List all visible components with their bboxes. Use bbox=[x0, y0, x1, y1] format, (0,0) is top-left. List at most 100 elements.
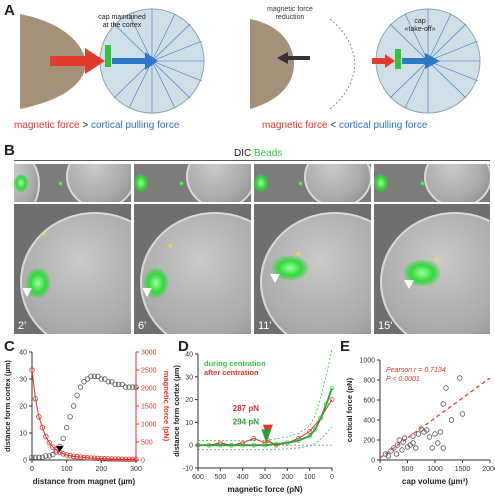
magnetic-force-point bbox=[102, 456, 108, 462]
panel-label-d: D bbox=[178, 338, 189, 355]
y-axis-label: cortical force (pN) bbox=[345, 377, 354, 442]
arrow-294 bbox=[261, 429, 272, 443]
y-tick-label: 10 bbox=[185, 420, 193, 427]
x-tick-label: 300 bbox=[259, 474, 271, 481]
panel-label-b: B bbox=[4, 142, 15, 159]
x-tick-label: 100 bbox=[61, 466, 73, 473]
y-tick-label: 600 bbox=[363, 398, 375, 405]
cortex-distance-point bbox=[81, 379, 87, 385]
y2-tick-label: 1000 bbox=[141, 422, 157, 429]
cortex-distance-point bbox=[84, 376, 91, 382]
x-tick-label: 2000 bbox=[482, 466, 495, 473]
y-tick-label: 30 bbox=[19, 377, 27, 384]
pearson-stat: Pearson r = 0.7134 bbox=[386, 367, 446, 374]
magnetic-force-point bbox=[46, 440, 53, 446]
x-tick-label: 200 bbox=[281, 474, 293, 481]
cortex-distance-point bbox=[88, 373, 94, 379]
after-centration-point bbox=[251, 436, 257, 441]
annotation-287: 287 pN bbox=[233, 404, 259, 413]
y2-tick-label: 500 bbox=[141, 440, 153, 447]
cortex-distance-point bbox=[43, 453, 49, 459]
x-tick-label: 1000 bbox=[427, 466, 443, 473]
data-point bbox=[440, 445, 446, 451]
panel-b-header: DIC Beads bbox=[234, 148, 283, 159]
x-axis-label: magnetic force (pN) bbox=[227, 485, 302, 494]
cortical-arrow-right bbox=[402, 53, 440, 69]
magnetic-force-point bbox=[105, 456, 111, 462]
data-point bbox=[410, 440, 416, 446]
panel-label-c: C bbox=[4, 338, 15, 355]
x-tick-label: 500 bbox=[402, 466, 414, 473]
data-point bbox=[415, 431, 422, 437]
cortex-distance-point bbox=[63, 424, 70, 431]
cap-arrowhead bbox=[404, 280, 414, 289]
data-point bbox=[448, 417, 455, 423]
centrosome-star: * bbox=[296, 249, 301, 263]
magnetic-force-point bbox=[39, 424, 46, 431]
reduction-arrow bbox=[277, 52, 310, 64]
during-centration-point bbox=[206, 442, 212, 448]
magnetic-force-point bbox=[50, 444, 56, 450]
magnetic-force-point bbox=[133, 456, 139, 463]
note-cap-takeoff: cap «take-off» bbox=[404, 18, 436, 33]
magnetic-force-point bbox=[77, 454, 84, 460]
during-centration-point bbox=[195, 442, 201, 448]
y-tick-label: 0 bbox=[371, 458, 375, 465]
magnetic-force-point bbox=[36, 414, 42, 420]
y-tick-label: -10 bbox=[183, 466, 193, 473]
data-point bbox=[399, 447, 405, 453]
cap-left bbox=[105, 45, 111, 67]
caption-a-left: magnetic force > cortical pulling force bbox=[14, 120, 180, 131]
frame-4: * 15' bbox=[374, 204, 490, 334]
y2-tick-label: 2000 bbox=[141, 386, 157, 393]
after-centration-point bbox=[307, 429, 313, 434]
cortex-distance-point bbox=[39, 454, 46, 460]
x-tick-label: 400 bbox=[237, 474, 249, 481]
magnetic-force-point bbox=[63, 452, 70, 458]
x-tick-label: 0 bbox=[30, 466, 34, 473]
cortex-distance-point bbox=[115, 381, 122, 388]
data-point bbox=[426, 434, 433, 440]
data-point bbox=[443, 385, 449, 391]
y-tick-label: 200 bbox=[363, 438, 375, 445]
cortex-distance-point bbox=[129, 384, 136, 390]
cortical-arrow-left bbox=[112, 52, 158, 70]
y-tick-label: 0 bbox=[23, 458, 27, 465]
during-centration-line bbox=[198, 387, 333, 447]
magnet-ghost bbox=[329, 18, 356, 110]
panel-a-schematic bbox=[20, 8, 481, 114]
cortex-distance-point bbox=[105, 379, 111, 385]
x-tick-label: 200 bbox=[95, 466, 107, 473]
y-axis-label-right: magnetic force (pN) bbox=[162, 371, 171, 442]
legend-during: during centration bbox=[204, 359, 266, 368]
cortex-distance-point bbox=[109, 379, 115, 385]
data-point bbox=[437, 429, 444, 435]
cortex-distance-point bbox=[74, 392, 80, 398]
y-axis-label: distance form cortex (µm) bbox=[172, 365, 181, 457]
during-centration-point bbox=[240, 442, 246, 448]
thumb-3 bbox=[254, 164, 371, 202]
data-point bbox=[393, 451, 400, 457]
x-tick-label: 0 bbox=[378, 466, 382, 473]
cortex-distance-point bbox=[29, 454, 35, 460]
y-tick-label: 800 bbox=[363, 378, 375, 385]
time-label: 6' bbox=[138, 320, 147, 332]
cortex-distance-point bbox=[50, 451, 56, 458]
during-centration-point bbox=[324, 401, 329, 407]
after-centration-point bbox=[329, 397, 335, 402]
data-point bbox=[432, 431, 438, 437]
chart-d: 600 500 400 300 200 100 0 -10 0 10 20 30 40 287 pN 294… bbox=[172, 349, 335, 494]
x-tick-label: 0 bbox=[330, 474, 334, 481]
cortex-distance-point bbox=[46, 453, 53, 459]
centrosome-star: * bbox=[168, 241, 173, 255]
cortex-distance-point bbox=[112, 381, 118, 388]
aster-right bbox=[389, 9, 480, 113]
magnetic-force-point bbox=[115, 456, 122, 462]
magnetic-force-point bbox=[81, 454, 87, 461]
data-point bbox=[459, 411, 466, 417]
during-centration-point bbox=[273, 441, 279, 447]
cortex-distance-point bbox=[70, 403, 77, 409]
magnetic-force-point bbox=[84, 455, 91, 461]
annotation-294: 294 pN bbox=[233, 418, 259, 427]
thumb-1 bbox=[14, 164, 131, 202]
